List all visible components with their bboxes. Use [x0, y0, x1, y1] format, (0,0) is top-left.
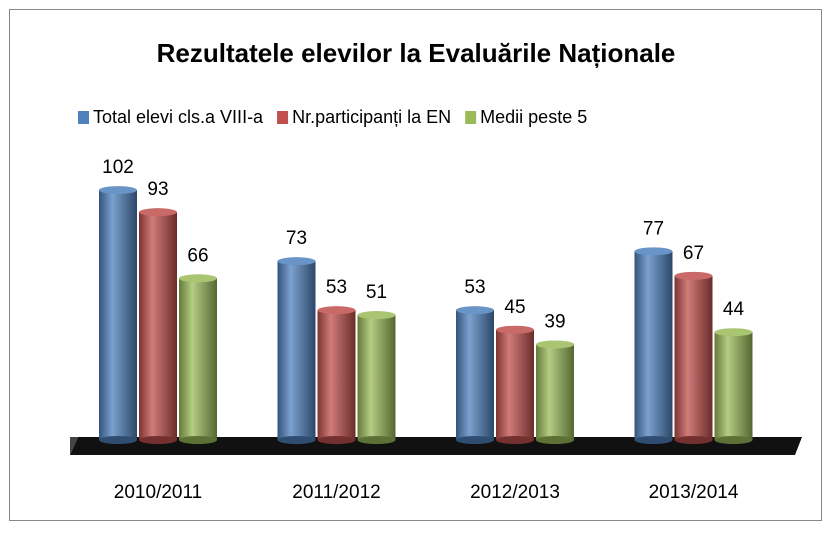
bar-body: [277, 261, 316, 440]
bar-base: [317, 436, 356, 444]
bar-body: [139, 212, 177, 440]
floor-side: [70, 437, 78, 455]
floor: [70, 437, 802, 455]
bar-body: [634, 251, 673, 440]
bar-base: [179, 436, 217, 444]
bar-top: [277, 257, 316, 266]
bar-top: [456, 306, 494, 315]
bar: [179, 274, 217, 444]
bar-top: [139, 208, 177, 217]
value-label: 53: [464, 277, 485, 298]
value-label: 66: [187, 245, 208, 266]
x-tick-label: 2010/2011: [114, 482, 202, 503]
value-label: 45: [504, 297, 525, 318]
value-label: 67: [683, 243, 704, 264]
bar: [139, 208, 177, 444]
bar-base: [99, 436, 137, 444]
value-label: 73: [286, 228, 307, 249]
legend-label: Nr.participanți la EN: [292, 107, 451, 127]
bar-top: [496, 325, 534, 334]
value-label: 77: [643, 218, 664, 239]
legend-swatch: [277, 111, 289, 124]
bar-body: [536, 344, 574, 440]
bar-base: [714, 436, 753, 444]
bar: [536, 340, 574, 444]
bar-top: [674, 271, 713, 280]
x-tick-label: 2012/2013: [470, 482, 560, 503]
bar-body: [357, 315, 396, 440]
bar-base: [139, 436, 177, 444]
bar: [277, 257, 316, 444]
legend-swatch: [78, 111, 89, 124]
bar: [674, 271, 713, 444]
bar-body: [674, 275, 713, 440]
bar-base: [357, 436, 396, 444]
x-tick-label: 2011/2012: [292, 482, 380, 503]
bar-base: [634, 436, 673, 444]
bar-top: [357, 311, 396, 320]
bar: [357, 311, 396, 444]
bar: [456, 306, 494, 444]
x-tick-label: 2013/2014: [649, 482, 739, 503]
bar-top: [634, 247, 673, 256]
bar: [99, 186, 137, 444]
value-label: 53: [326, 277, 347, 298]
bar: [714, 328, 753, 444]
bar: [496, 325, 534, 444]
bar-top: [179, 274, 217, 283]
bar-body: [179, 278, 217, 440]
bar-base: [456, 436, 494, 444]
bar-base: [277, 436, 316, 444]
chart-title: Rezultatele elevilor la Evaluările Națio…: [157, 38, 676, 68]
bar-body: [456, 310, 494, 440]
value-label: 44: [723, 299, 745, 320]
bar-body: [99, 190, 137, 440]
bar-top: [714, 328, 753, 337]
bar-top: [536, 340, 574, 349]
bar-body: [714, 332, 753, 440]
value-label: 93: [147, 179, 168, 200]
bar-top: [99, 186, 137, 195]
bar-body: [496, 329, 534, 440]
value-label: 39: [544, 311, 565, 332]
bar-base: [674, 436, 713, 444]
legend-swatch: [465, 111, 477, 124]
bar-base: [536, 436, 574, 444]
legend-label: Medii peste 5: [480, 107, 587, 127]
bar-body: [317, 310, 356, 440]
value-label: 51: [366, 282, 387, 303]
legend-label: Total elevi cls.a VIII-a: [93, 107, 264, 127]
bar-top: [317, 306, 356, 315]
bar: [317, 306, 356, 444]
bar-base: [496, 436, 534, 444]
value-label: 102: [102, 157, 134, 178]
bar: [634, 247, 673, 444]
